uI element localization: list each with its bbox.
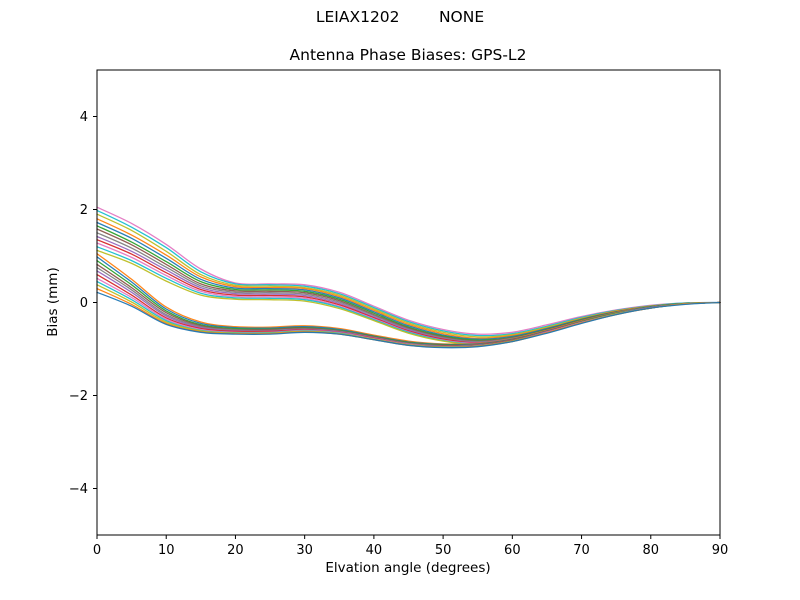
- y-tick-label: −4: [69, 482, 88, 497]
- x-tick-label: 80: [643, 543, 660, 558]
- series-line: [96, 291, 721, 349]
- x-tick-label: 50: [435, 543, 452, 558]
- y-axis-label: Bias (mm): [45, 267, 61, 336]
- x-tick-label: 90: [712, 543, 729, 558]
- x-tick-label: 70: [573, 543, 590, 558]
- x-axis-label: Elvation angle (degrees): [325, 560, 490, 576]
- y-tick-label: 4: [80, 110, 88, 125]
- ticks-group: 0 10 20 30 40 50 60 70 80 90 −4 −2 0 2 4: [69, 110, 728, 558]
- axes-border: [96, 69, 721, 536]
- x-tick-label: 10: [158, 543, 175, 558]
- y-tick-label: 2: [80, 203, 88, 218]
- x-tick-label: 40: [366, 543, 383, 558]
- plot-background: [97, 70, 720, 535]
- x-tick-label: 60: [504, 543, 521, 558]
- y-tick-label: −2: [69, 389, 88, 404]
- chart-title: Antenna Phase Biases: GPS-L2: [289, 46, 527, 64]
- y-tick-label: 0: [80, 296, 88, 311]
- x-tick-label: 30: [296, 543, 313, 558]
- x-tick-label: 20: [227, 543, 244, 558]
- series-group: [96, 206, 721, 349]
- x-tick-label: 0: [93, 543, 101, 558]
- figure-suptitle: LEIAX1202 NONE: [315, 8, 485, 26]
